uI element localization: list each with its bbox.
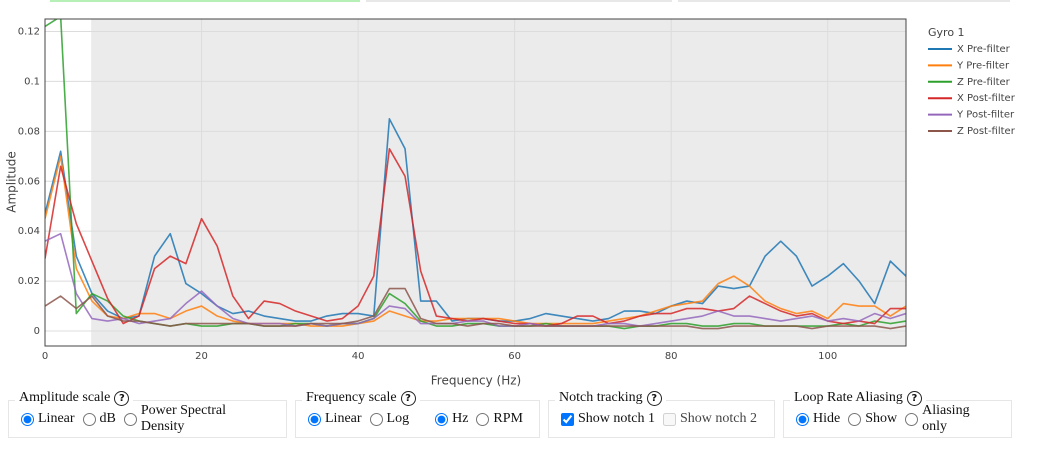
legend-label: Y Post-filter — [956, 110, 1015, 121]
control-title: Frequency scale? — [302, 390, 420, 406]
legend-label: X Pre-filter — [957, 44, 1011, 55]
y-tick-label: 0.08 — [18, 126, 40, 137]
series-line — [45, 148, 906, 327]
control-group: Amplitude scale? Linear dB Power Spectral D… — [8, 390, 287, 438]
radio-button[interactable] — [82, 412, 96, 426]
help-icon[interactable]: ? — [114, 390, 130, 406]
option-label: Log — [386, 411, 410, 426]
x-tick-label: 100 — [818, 351, 837, 362]
control-title: Notch tracking? — [555, 390, 666, 406]
y-axis-title: Amplitude — [5, 151, 19, 213]
option[interactable]: Aliasing only — [903, 403, 995, 435]
legend-label: Y Pre-filter — [956, 60, 1010, 71]
controls: Amplitude scale? Linear dB Power Spectral D… — [8, 390, 1012, 438]
option[interactable]: Show — [846, 411, 897, 427]
option-label: Linear — [38, 411, 75, 426]
option-group: Linear Log — [306, 411, 415, 427]
option[interactable]: RPM — [474, 411, 523, 427]
help-icon[interactable]: ? — [400, 390, 416, 406]
shaded-region — [91, 19, 906, 346]
option-label: RPM — [493, 411, 523, 426]
control-title: Amplitude scale? — [15, 390, 134, 406]
option-label: Hz — [452, 411, 469, 426]
option[interactable]: Log — [368, 411, 410, 427]
legend-label: Z Post-filter — [957, 126, 1016, 137]
x-tick-label: 20 — [195, 351, 208, 362]
legend-label: X Post-filter — [957, 93, 1016, 104]
y-tick-label: 0.1 — [24, 76, 40, 87]
y-tick-label: 0.02 — [18, 276, 40, 287]
radio-button[interactable] — [848, 412, 862, 426]
option[interactable]: Linear — [306, 411, 362, 427]
radio-button[interactable] — [435, 412, 449, 426]
control-title-text: Loop Rate Aliasing — [794, 390, 903, 405]
radio-button[interactable] — [21, 412, 34, 426]
y-tick-label: 0.12 — [18, 26, 40, 37]
option-label: Aliasing only — [922, 403, 970, 434]
y-tick-label: 0.06 — [18, 176, 40, 187]
series-line — [45, 232, 906, 327]
option[interactable]: Show notch 1 — [559, 411, 655, 427]
help-icon[interactable]: ? — [906, 390, 922, 406]
checkbox-button — [663, 412, 676, 426]
checkbox-button[interactable] — [561, 412, 574, 426]
option-group: Hz RPM — [433, 411, 529, 427]
x-tick-label: 60 — [508, 351, 521, 362]
option[interactable]: Power Spectral Density — [122, 403, 270, 435]
option-label: Show notch 2 — [680, 411, 757, 426]
radio-button[interactable] — [123, 412, 137, 426]
radio-button[interactable] — [476, 412, 490, 426]
control-title-text: Notch tracking — [559, 390, 643, 405]
control-title-text: Frequency scale — [306, 390, 397, 405]
x-tick-label: 0 — [42, 351, 48, 362]
option[interactable]: Hide — [794, 411, 840, 427]
control-title-text: Amplitude scale — [19, 390, 111, 405]
option-label: Hide — [813, 411, 841, 426]
option-label: Show notch 1 — [578, 411, 655, 426]
control-group: Frequency scale? Linear Log Hz RPM — [295, 390, 540, 438]
option-group: Linear dB Power Spectral Density — [19, 403, 276, 435]
y-tick-label: 0.04 — [18, 226, 40, 237]
option-label: dB — [99, 411, 116, 426]
radio-button[interactable] — [369, 412, 383, 426]
series-group — [45, 19, 906, 330]
option-label: Power Spectral Density — [140, 403, 227, 434]
x-tick-label: 80 — [665, 351, 678, 362]
option-label: Linear — [325, 411, 362, 426]
radio-button[interactable] — [796, 412, 809, 426]
control-title: Loop Rate Aliasing? — [790, 390, 926, 406]
y-tick-label: 0 — [34, 326, 40, 337]
x-tick-label: 40 — [352, 351, 365, 362]
radio-button[interactable] — [905, 412, 919, 426]
radio-button[interactable] — [308, 412, 321, 426]
option[interactable]: Linear — [19, 411, 75, 427]
option[interactable]: Hz — [433, 411, 468, 427]
help-icon[interactable]: ? — [646, 390, 662, 406]
legend-title: Gyro 1 — [928, 26, 965, 39]
control-group: Notch tracking? Show notch 1 Show notch 2 — [548, 390, 775, 438]
option-label: Show — [865, 411, 898, 426]
series-line — [45, 155, 906, 327]
option-group: Hide Show Aliasing only — [794, 403, 1001, 435]
x-axis-title: Frequency (Hz) — [431, 374, 522, 388]
option-group: Show notch 1 Show notch 2 — [559, 411, 763, 427]
option[interactable]: dB — [81, 411, 116, 427]
legend-label: Z Pre-filter — [957, 77, 1011, 88]
plot-frame — [44, 18, 907, 347]
option: Show notch 2 — [661, 411, 757, 427]
control-group: Loop Rate Aliasing? Hide Show Aliasing only — [783, 390, 1012, 438]
chart: Frequency (Hz) Amplitude Gyro 1 0 0.02 0.0… — [5, 0, 1016, 388]
series-line — [45, 287, 906, 330]
